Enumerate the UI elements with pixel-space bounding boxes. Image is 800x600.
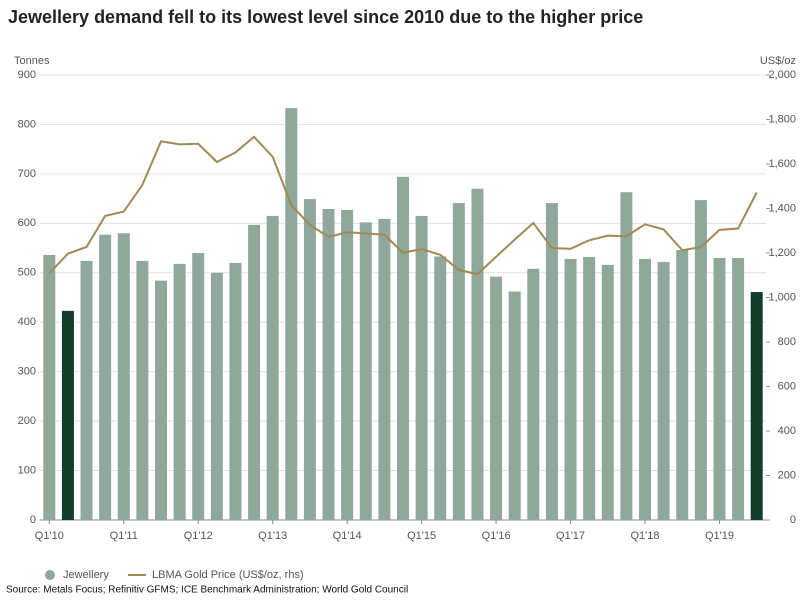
bar bbox=[527, 268, 540, 520]
x-tick-label: Q1'14 bbox=[333, 530, 362, 542]
y2-tick-label: 600 bbox=[778, 380, 796, 392]
bar bbox=[43, 254, 56, 520]
source: Source: Metals Focus; Refinitiv GFMS; IC… bbox=[6, 585, 408, 596]
y2-tick-label: 400 bbox=[778, 425, 796, 437]
bar bbox=[639, 258, 651, 520]
bar bbox=[471, 188, 484, 520]
bar bbox=[378, 218, 391, 520]
bar bbox=[285, 108, 298, 520]
y2-tick-label: 1,800 bbox=[768, 113, 796, 125]
bar bbox=[322, 208, 335, 520]
bar bbox=[490, 276, 503, 520]
x-tick-label: Q1'13 bbox=[258, 530, 287, 542]
y2-tick-label: 1,400 bbox=[768, 202, 796, 214]
bar bbox=[434, 256, 447, 520]
y-axis-label: Tonnes bbox=[14, 55, 50, 67]
chart-title: Jewellery demand fell to its lowest leve… bbox=[8, 7, 643, 27]
bar bbox=[601, 264, 614, 520]
y2-tick-label: 1,000 bbox=[768, 291, 796, 303]
y-tick-label: 0 bbox=[30, 514, 36, 526]
legend-label: LBMA Gold Price (US$/oz, rhs) bbox=[152, 569, 304, 581]
bar bbox=[359, 222, 372, 520]
bar bbox=[676, 250, 689, 521]
y2-tick-label: 1,600 bbox=[768, 158, 796, 170]
x-tick-label: Q1'10 bbox=[35, 530, 64, 542]
bar bbox=[452, 203, 465, 521]
y2-tick-label: 800 bbox=[778, 336, 796, 348]
bar bbox=[397, 176, 409, 520]
bar bbox=[750, 292, 763, 520]
bar bbox=[136, 260, 149, 520]
bar bbox=[303, 199, 316, 520]
bar bbox=[694, 200, 707, 520]
bar bbox=[341, 209, 354, 520]
bar bbox=[266, 215, 279, 520]
x-tick-label: Q1'15 bbox=[407, 530, 436, 542]
y2-axis-label: US$/oz bbox=[760, 55, 796, 67]
bar bbox=[229, 262, 242, 520]
y2-tick-label: 0 bbox=[790, 514, 796, 526]
x-tick-label: Q1'12 bbox=[184, 530, 213, 542]
bar bbox=[192, 253, 205, 520]
y2-tick-label: 1,200 bbox=[768, 247, 796, 259]
bar bbox=[173, 263, 186, 520]
bar bbox=[415, 215, 428, 520]
legend-label: Jewellery bbox=[63, 569, 109, 581]
y-tick-label: 900 bbox=[18, 69, 36, 81]
bar bbox=[657, 261, 670, 520]
y-tick-label: 600 bbox=[18, 217, 36, 229]
bar bbox=[99, 234, 112, 520]
y-tick-label: 500 bbox=[18, 267, 36, 279]
x-tick-label: Q1'11 bbox=[110, 530, 138, 542]
y-tick-label: 200 bbox=[18, 415, 36, 427]
y2-tick-label: 200 bbox=[778, 469, 796, 481]
bar bbox=[732, 257, 745, 520]
bar bbox=[713, 257, 726, 520]
bar bbox=[155, 280, 167, 520]
bar bbox=[210, 272, 223, 520]
x-tick-label: Q1'19 bbox=[705, 530, 734, 542]
y-tick-label: 400 bbox=[18, 316, 36, 328]
bar bbox=[248, 224, 261, 521]
bar bbox=[545, 203, 558, 521]
price-line bbox=[48, 135, 758, 276]
legend-swatch bbox=[45, 570, 55, 580]
x-tick-label: Q1'16 bbox=[482, 530, 511, 542]
y2-tick-label: 2,000 bbox=[768, 69, 796, 81]
y-tick-label: 100 bbox=[18, 464, 36, 476]
y-tick-label: 700 bbox=[18, 168, 36, 180]
bar bbox=[620, 192, 633, 520]
bar bbox=[80, 260, 93, 520]
x-tick-label: Q1'17 bbox=[556, 530, 585, 542]
bar bbox=[61, 310, 74, 520]
bar bbox=[508, 291, 521, 520]
x-tick-label: Q1'18 bbox=[630, 530, 659, 542]
bar bbox=[583, 256, 596, 520]
y-tick-label: 800 bbox=[18, 118, 36, 130]
bar bbox=[564, 258, 577, 520]
bar bbox=[117, 233, 130, 520]
y-tick-label: 300 bbox=[18, 366, 36, 378]
